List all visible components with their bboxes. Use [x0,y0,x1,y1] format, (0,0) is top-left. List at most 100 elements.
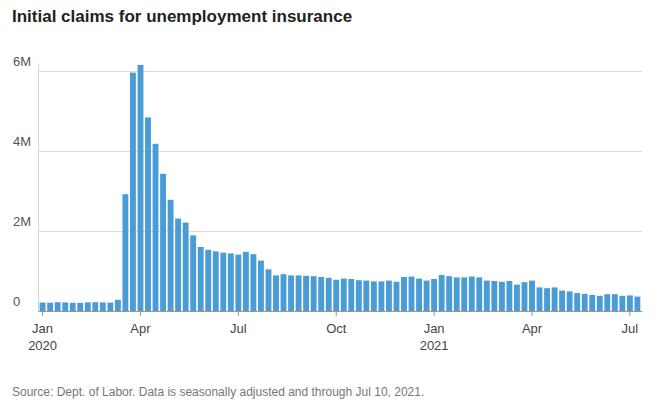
bar [424,281,430,311]
bar [634,297,640,311]
bar [92,302,98,311]
bar [394,282,400,311]
y-tick-label: 0 [13,294,20,309]
bar [491,281,497,311]
y-axis-line [38,64,39,312]
bar [258,261,264,311]
x-tick-mark [336,311,337,316]
bar [273,275,279,311]
y-tick-label: 4M [13,134,31,149]
bar [175,219,181,311]
bar [235,255,241,311]
y-tick: 6M [13,54,642,71]
x-tick-label-line: Oct [326,321,347,336]
chart: Initial claims for unemployment insuranc… [0,0,667,416]
x-tick-label-line: Jul [230,321,247,336]
bar [612,294,618,311]
y-axis: 0 2M 4M 6M [13,54,642,311]
x-tick-label: Apr [522,321,543,336]
bar [288,275,294,311]
x-tick-label-line: Jan [32,321,53,336]
x-tick: Oct [326,311,347,336]
bar [537,287,543,311]
bar [55,302,61,311]
bar [228,253,234,311]
bar [378,281,384,311]
x-tick: Jan 2020 [28,311,57,353]
bar [604,294,610,311]
bar [363,281,369,311]
x-tick-mark [629,311,630,316]
bar [100,302,106,311]
bar [183,223,189,311]
title: Initial claims for unemployment insuranc… [12,7,352,26]
x-tick-label: Apr [130,321,151,336]
source: Source: Dept. of Labor. Data is seasonal… [12,385,424,399]
x-tick-mark [531,311,532,316]
bar [522,282,528,311]
bar [115,300,121,311]
bar [250,254,256,311]
y-tick-label: 6M [13,54,31,69]
x-tick-label: Jul [230,321,247,336]
bar [371,281,377,311]
grid-line [38,71,642,72]
x-tick-mark [140,311,141,316]
x-tick: Jan 2021 [420,311,449,353]
x-tick-label-line: Apr [522,321,543,336]
bar [439,275,445,311]
bar [296,275,302,311]
bar [582,294,588,311]
y-tick-label: 2M [13,214,31,229]
bar [431,279,437,311]
x-tick-label-line: 2021 [420,338,449,353]
x-tick: Jul [230,311,247,336]
bar [168,200,174,311]
bar [303,276,309,311]
bar [597,296,603,311]
bar [138,65,144,311]
grid-line [38,151,642,152]
bar [386,281,392,311]
bar [281,274,287,311]
bar [326,278,332,311]
x-axis-line [39,311,643,312]
bar [476,277,482,311]
bar [205,250,211,311]
x-tick-mark [434,311,435,316]
bar [243,252,249,311]
bar [461,277,467,311]
bar [348,279,354,311]
bar [529,281,535,311]
bar [416,279,422,311]
bar [514,285,520,311]
bar [454,277,460,311]
bar [552,287,558,311]
bar [544,288,550,311]
bar [627,295,633,311]
bar [311,276,317,311]
x-tick-label-line: Jul [622,321,639,336]
grid-line [38,231,642,232]
bar [153,144,159,311]
x-tick-label-line: Jan [424,321,445,336]
bar [559,291,565,311]
bar [190,235,196,311]
x-tick-label: Jan 2020 [28,321,57,354]
x-tick-label-line: 2020 [28,338,57,353]
x-tick-label: Oct [326,321,347,336]
bar [77,303,83,311]
bar [341,279,347,311]
bar [567,291,573,311]
x-tick-label-line: Apr [130,321,151,336]
bar [122,194,128,311]
bar [47,303,53,311]
bar [318,277,324,311]
bar [130,73,136,311]
bar [107,303,113,311]
x-tick-label: Jul [622,321,639,336]
bar [506,281,512,311]
bar [85,302,91,311]
bar [220,253,226,311]
bars [40,65,641,311]
